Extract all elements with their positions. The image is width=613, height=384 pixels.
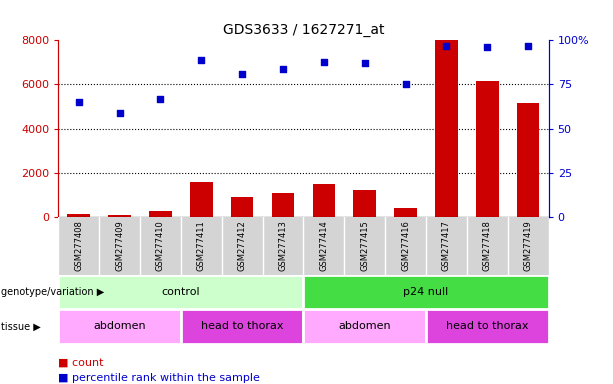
Bar <box>313 184 335 217</box>
Bar <box>272 193 294 217</box>
Text: GSM277409: GSM277409 <box>115 220 124 271</box>
Point <box>115 110 124 116</box>
Point <box>482 44 492 50</box>
Point <box>74 99 83 105</box>
Bar <box>231 197 253 217</box>
Point <box>360 60 370 66</box>
Text: abdomen: abdomen <box>338 321 391 331</box>
Point <box>441 43 451 49</box>
Text: head to thorax: head to thorax <box>201 321 283 331</box>
Text: ■ count: ■ count <box>58 358 104 368</box>
Bar <box>190 182 213 217</box>
Point <box>156 96 166 102</box>
Text: GSM277417: GSM277417 <box>442 220 451 271</box>
Bar <box>354 190 376 217</box>
Text: GSM277411: GSM277411 <box>197 220 206 271</box>
Bar <box>181 309 303 344</box>
Text: ■ percentile rank within the sample: ■ percentile rank within the sample <box>58 373 260 383</box>
Text: GSM277408: GSM277408 <box>74 220 83 271</box>
Bar <box>58 275 303 309</box>
Bar <box>476 81 498 217</box>
Bar <box>109 215 131 217</box>
Point <box>401 81 411 88</box>
Point <box>319 58 329 65</box>
Title: GDS3633 / 1627271_at: GDS3633 / 1627271_at <box>223 23 384 36</box>
Text: p24 null: p24 null <box>403 287 449 297</box>
Text: GSM277412: GSM277412 <box>238 220 246 271</box>
Point <box>237 71 247 77</box>
Text: GSM277410: GSM277410 <box>156 220 165 271</box>
Bar <box>303 275 549 309</box>
Text: head to thorax: head to thorax <box>446 321 528 331</box>
Bar <box>517 103 539 217</box>
Point <box>278 66 288 72</box>
Bar <box>67 214 90 217</box>
Text: GSM277413: GSM277413 <box>278 220 287 271</box>
Bar <box>58 309 181 344</box>
Text: genotype/variation ▶: genotype/variation ▶ <box>1 287 104 297</box>
Bar <box>149 211 172 217</box>
Text: GSM277415: GSM277415 <box>360 220 369 271</box>
Bar <box>303 309 426 344</box>
Point <box>196 57 206 63</box>
Text: abdomen: abdomen <box>93 321 146 331</box>
Text: tissue ▶: tissue ▶ <box>1 321 41 331</box>
Bar <box>435 40 458 217</box>
Text: GSM277416: GSM277416 <box>401 220 410 271</box>
Bar <box>394 208 417 217</box>
Text: GSM277419: GSM277419 <box>524 220 533 271</box>
Text: control: control <box>161 287 200 297</box>
Text: GSM277418: GSM277418 <box>483 220 492 271</box>
Point <box>524 43 533 49</box>
Bar <box>426 309 549 344</box>
Text: GSM277414: GSM277414 <box>319 220 329 271</box>
